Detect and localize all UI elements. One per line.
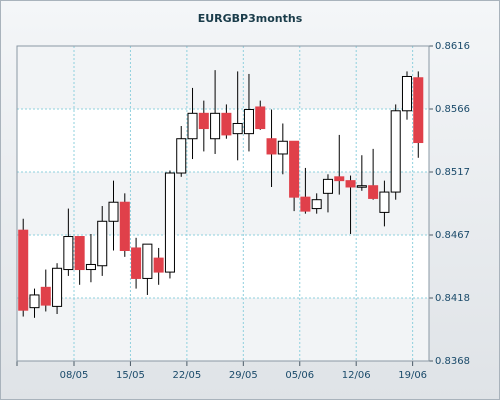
x-tick-label: 12/06 (342, 370, 371, 381)
plot-border (16, 45, 430, 362)
y-tick-label: 0.8616 (435, 41, 470, 52)
candle-body-up (243, 109, 254, 135)
candle-body-up (176, 138, 187, 174)
candle-body-up (187, 112, 198, 140)
candle-body-up (142, 243, 153, 279)
y-tick-label: 0.8418 (435, 293, 470, 304)
candle-body-up (164, 172, 175, 273)
chart-title: EURGBP3months (198, 12, 303, 25)
candle-body-up (277, 140, 288, 155)
candle-body-down (368, 185, 379, 199)
y-tick-label: 0.8517 (435, 167, 470, 178)
candle-body-up (311, 199, 322, 210)
candle-body-up (210, 112, 221, 140)
candle-body-down (266, 138, 277, 155)
candle-body-down (198, 112, 209, 130)
candle-body-down (18, 229, 29, 311)
plot-band (17, 46, 429, 109)
candle-body-down (300, 196, 311, 212)
candle-body-up (63, 236, 74, 271)
plot-area: 0.8616 0.8566 0.8517 0.8467 0.8418 0.8368 08/0… (16, 41, 470, 381)
candle-body-up (29, 294, 40, 309)
candle-body-up (390, 110, 401, 193)
plot-band (17, 172, 429, 235)
candle-body-up (52, 267, 63, 307)
candle-body-down (40, 286, 51, 306)
candle-body-down (131, 247, 142, 279)
candle-body-up (379, 191, 390, 213)
candle-body-down (74, 236, 85, 271)
candle-body-down (221, 112, 232, 136)
candle-body-down (119, 201, 130, 251)
candle-body-up (97, 220, 108, 267)
y-tick-label: 0.8467 (435, 230, 470, 241)
candle-body-down (255, 106, 266, 130)
candle-body-down (345, 180, 356, 188)
candle-body-down (413, 77, 424, 144)
x-tick-label: 29/05 (229, 370, 258, 381)
candle-body-down (289, 140, 300, 198)
y-tick-label: 0.8566 (435, 104, 470, 115)
candle-body-up (85, 263, 96, 271)
x-tick-label: 05/06 (285, 370, 314, 381)
candle-body-down (153, 257, 164, 273)
x-tick-label: 15/05 (116, 370, 145, 381)
candle-body-up (108, 201, 119, 222)
x-tick-label: 19/06 (398, 370, 427, 381)
candle-body-up (401, 75, 413, 112)
x-tick-label: 08/05 (60, 370, 89, 381)
y-tick-label: 0.8368 (435, 356, 470, 367)
candle-body-up (356, 185, 367, 188)
x-tick-label: 22/05 (172, 370, 201, 381)
candle-body-down (334, 176, 345, 182)
candle-body-up (232, 122, 243, 135)
candle-body-up (322, 178, 333, 194)
plot-band (17, 298, 429, 361)
